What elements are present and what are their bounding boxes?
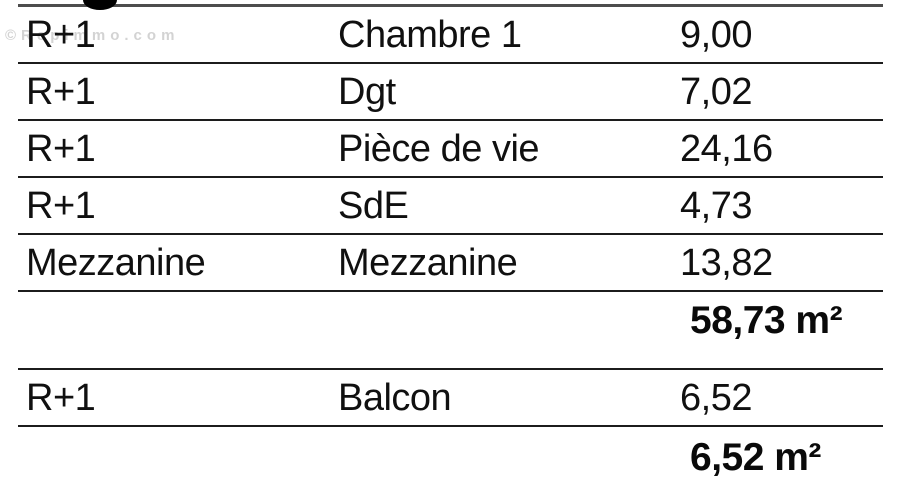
level-cell: R+1: [26, 70, 96, 113]
room-cell: Mezzanine: [338, 241, 518, 284]
table-top-rule: [18, 4, 883, 7]
area-cell: 13,82: [680, 241, 773, 284]
surface-table: R+1 Chambre 1 9,00 R+1 Dgt 7,02 R+1 Pièc…: [0, 7, 922, 494]
cropped-heading-descender: [83, 0, 117, 10]
area-cell: 4,73: [680, 184, 752, 227]
area-cell: 7,02: [680, 70, 752, 113]
room-cell: Pièce de vie: [338, 127, 540, 170]
living-total-value: 58,73 m²: [690, 299, 843, 342]
table-row: R+1 SdE 4,73: [18, 178, 883, 235]
watermark-text: ©Repimmo.com: [5, 27, 180, 44]
table-row: R+1 Balcon 6,52: [18, 368, 883, 427]
room-cell: Balcon: [338, 376, 452, 419]
annex-total-row: 6,52 m²: [18, 427, 883, 494]
annex-total-value: 6,52 m²: [690, 436, 821, 479]
table-row: Mezzanine Mezzanine 13,82: [18, 235, 883, 292]
level-cell: R+1: [26, 184, 96, 227]
area-cell: 24,16: [680, 127, 773, 170]
table-row: R+1 Pièce de vie 24,16: [18, 121, 883, 178]
room-cell: Chambre 1: [338, 13, 522, 56]
level-cell: R+1: [26, 13, 96, 56]
table-row: R+1 Dgt 7,02: [18, 64, 883, 121]
living-total-row: 58,73 m²: [18, 292, 883, 368]
level-cell: R+1: [26, 127, 96, 170]
area-cell: 9,00: [680, 13, 752, 56]
table-row: R+1 Chambre 1 9,00: [18, 7, 883, 64]
room-cell: Dgt: [338, 70, 396, 113]
room-cell: SdE: [338, 184, 409, 227]
area-cell: 6,52: [680, 376, 752, 419]
level-cell: R+1: [26, 376, 96, 419]
level-cell: Mezzanine: [26, 241, 206, 284]
